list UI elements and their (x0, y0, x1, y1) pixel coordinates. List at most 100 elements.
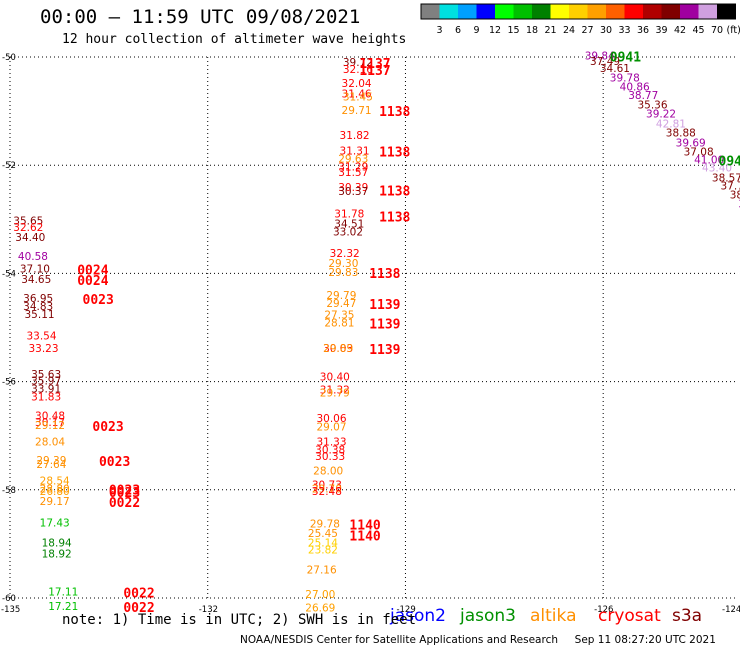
time-label: 0942 (719, 155, 740, 170)
legend-swatch (606, 4, 625, 19)
wave-height-label: 35.11 (25, 309, 55, 321)
y-tick-label: -50 (2, 53, 16, 63)
wave-height-label: 33.91 (31, 383, 61, 395)
wave-height-label: 32.32 (330, 248, 360, 260)
footnote: note: 1) Time is in UTC; 2) SWH is in fe… (62, 612, 417, 628)
legend-swatch (476, 4, 495, 19)
wave-height-label: 29.30 (328, 258, 358, 270)
wave-height-label: 31.83 (31, 392, 61, 404)
wave-height-label: 32.04 (342, 78, 372, 90)
mission-jason2: jason2 (390, 606, 446, 626)
x-tick-label: -135 (1, 605, 20, 615)
wave-height-label: 28.54 (40, 475, 70, 487)
wave-height-label: 31.32 (320, 385, 350, 397)
wave-height-label: 28.04 (35, 436, 65, 448)
wave-height-label: 29.07 (316, 421, 346, 433)
time-label: 0022 (123, 601, 154, 616)
wave-height-label: 27.00 (305, 589, 335, 601)
time-label: 0023 (109, 484, 140, 499)
wave-height-label: 30.06 (316, 413, 346, 425)
time-label: 1139 (369, 298, 400, 313)
wave-height-label: 29.83 (328, 267, 358, 279)
time-label: 1138 (379, 210, 410, 225)
wave-height-label: 27.16 (307, 565, 337, 577)
wave-height-label: 31.45 (343, 91, 373, 103)
wave-height-label: 30.40 (320, 372, 350, 384)
legend-label: 18 (526, 25, 538, 36)
wave-height-label: 38.77 (628, 90, 658, 102)
wave-height-label: 25.45 (308, 528, 338, 540)
wave-height-label: 28.80 (40, 484, 70, 496)
wave-height-label: 17.21 (48, 601, 78, 613)
y-tick-label: -58 (2, 486, 16, 496)
legend-swatch (495, 4, 514, 19)
wave-height-label: 38.36 (730, 190, 740, 202)
wave-height-label: 32.62 (13, 222, 43, 234)
wave-height-label: 30.37 (338, 186, 368, 198)
mission-s3a: s3a (672, 606, 703, 626)
y-tick-label: -52 (2, 161, 16, 171)
legend-swatch (532, 4, 551, 19)
time-label: 0022 (109, 496, 140, 511)
wave-height-label: 35.65 (13, 216, 43, 228)
wave-height-label: 39.78 (610, 72, 640, 84)
wave-height-label: 32.16 (343, 64, 373, 76)
legend-swatch (569, 4, 588, 19)
time-label: 0024 (77, 274, 108, 289)
time-label: 0022 (123, 586, 154, 601)
wave-height-label: 27.64 (36, 459, 66, 471)
time-label: 1139 (369, 343, 400, 358)
legend-label: 30 (600, 25, 612, 36)
x-tick-label: -126 (594, 605, 613, 615)
legend-unit: (ft) (727, 25, 740, 36)
legend-swatch (624, 4, 643, 19)
wave-height-label: 29.17 (40, 496, 70, 508)
legend-label: 3 (436, 25, 442, 36)
wave-height-label: 34.51 (334, 218, 364, 230)
wave-height-label: 30.33 (315, 451, 345, 463)
wave-height-label: 26.80 (40, 486, 70, 498)
wave-height-label: 39.22 (646, 109, 676, 121)
legend-label: 12 (489, 25, 501, 36)
wave-height-label: 33.54 (26, 330, 56, 342)
x-tick-label: -124 (722, 605, 740, 615)
legend-label: 15 (507, 25, 519, 36)
wave-height-label: 37.08 (684, 146, 714, 158)
wave-height-label: 31.31 (340, 145, 370, 157)
wave-height-label: 39.84 (585, 51, 615, 63)
legend-swatch (698, 4, 717, 19)
chart-subtitle: 12 hour collection of altimeter wave hei… (62, 32, 407, 47)
legend-swatch (550, 4, 569, 19)
time-label: 0023 (83, 293, 114, 308)
time-label: 0941 (610, 51, 641, 66)
wave-height-label: 37.10 (20, 263, 50, 275)
wave-height-label: 18.94 (42, 538, 72, 550)
time-label: 1140 (349, 519, 380, 534)
wave-height-label: 28.81 (324, 317, 354, 329)
wave-height-label: 23.82 (308, 545, 338, 557)
wave-height-label: 41.00 (694, 155, 724, 167)
wave-height-label: 34.65 (21, 274, 51, 286)
time-label: 1137 (359, 57, 390, 72)
wave-height-label: 31.29 (338, 162, 368, 174)
wave-height-label: 30.03 (323, 343, 353, 355)
y-tick-label: -60 (2, 594, 16, 604)
wave-height-label: 34.61 (600, 63, 630, 75)
wave-height-label: 31.46 (342, 89, 372, 101)
wave-height-label: 34.40 (15, 232, 45, 244)
wave-height-label: 31.57 (338, 167, 368, 179)
legend-label: 21 (544, 25, 556, 36)
wave-height-label: 26.69 (305, 603, 335, 615)
wave-height-label: 29.12 (35, 420, 65, 432)
wave-height-label: 17.43 (40, 518, 70, 530)
wave-height-label: 40.58 (18, 251, 48, 263)
credit-footer: NOAA/NESDIS Center for Satellite Applica… (240, 634, 716, 646)
legend-label: 6 (455, 25, 461, 36)
legend-swatch (661, 4, 680, 19)
time-label: 1138 (379, 105, 410, 120)
wave-height-label: 36.95 (23, 293, 53, 305)
wave-height-label: 34.83 (23, 301, 53, 313)
wave-height-label: 33.02 (333, 227, 363, 239)
wave-height-label: 29.79 (320, 388, 350, 400)
